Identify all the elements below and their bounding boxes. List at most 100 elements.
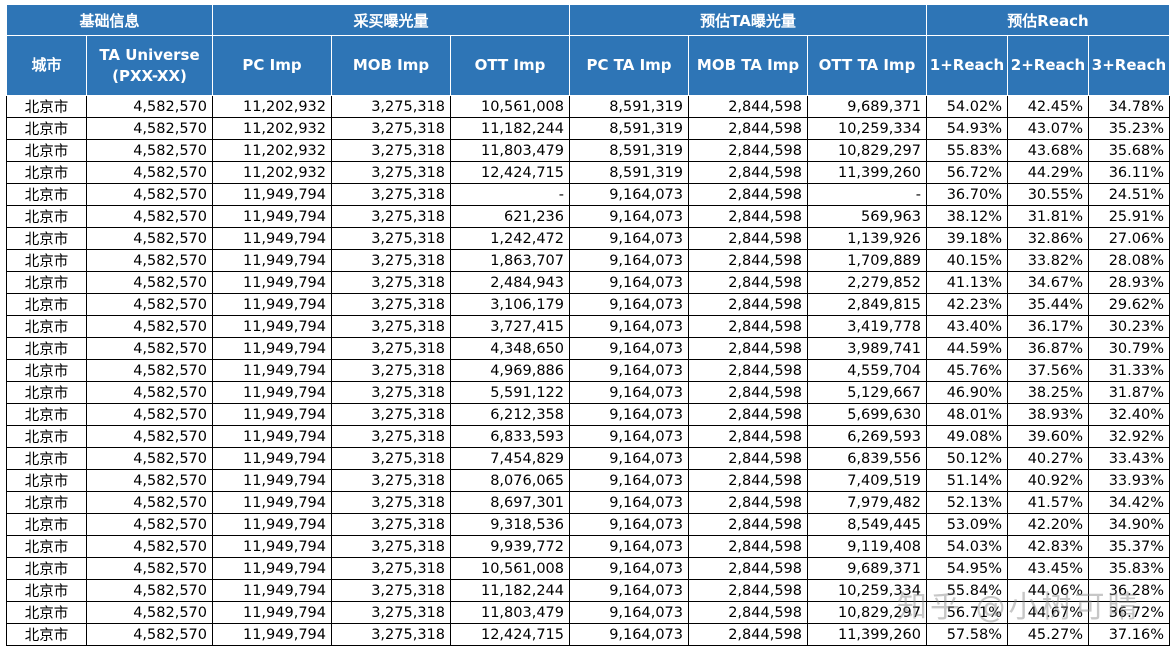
col-mob-ta-imp: MOB TA Imp	[688, 35, 808, 96]
cell-pc-ta-imp: 9,164,073	[569, 557, 689, 580]
cell-pc-imp: 11,949,794	[212, 469, 332, 492]
table-row: 北京市 4,582,570 11,949,794 3,275,318 6,833,593…	[6, 425, 1170, 448]
cell-reach-3plus: 34.90%	[1088, 513, 1170, 536]
table-row: 北京市 4,582,570 11,202,932 3,275,318 10,561,00…	[6, 95, 1170, 118]
cell-ott-imp: 2,484,943	[450, 271, 570, 294]
cell-mob-imp: 3,275,318	[331, 139, 451, 162]
cell-mob-imp: 3,275,318	[331, 337, 451, 360]
cell-ta-universe: 4,582,570	[86, 425, 213, 448]
cell-mob-ta-imp: 2,844,598	[688, 161, 808, 184]
table-row: 北京市 4,582,570 11,949,794 3,275,318 1,863,707…	[6, 249, 1170, 272]
cell-ott-imp: 9,318,536	[450, 513, 570, 536]
cell-mob-ta-imp: 2,844,598	[688, 403, 808, 426]
cell-ott-ta-imp: 5,129,667	[807, 381, 927, 404]
group-estimated-ta-impressions: 预估TA曝光量	[569, 4, 927, 36]
cell-mob-imp: 3,275,318	[331, 535, 451, 558]
cell-ott-imp: 11,803,479	[450, 601, 570, 624]
cell-reach-2plus: 42.45%	[1007, 95, 1089, 118]
cell-ta-universe: 4,582,570	[86, 227, 213, 250]
cell-reach-3plus: 35.83%	[1088, 557, 1170, 580]
cell-mob-ta-imp: 2,844,598	[688, 513, 808, 536]
cell-mob-ta-imp: 2,844,598	[688, 469, 808, 492]
cell-ott-ta-imp: 9,119,408	[807, 535, 927, 558]
cell-reach-1plus: 50.12%	[926, 447, 1008, 470]
cell-reach-2plus: 36.87%	[1007, 337, 1089, 360]
cell-reach-3plus: 31.33%	[1088, 359, 1170, 382]
cell-reach-3plus: 32.92%	[1088, 425, 1170, 448]
col-pc-ta-imp: PC TA Imp	[569, 35, 689, 96]
cell-ta-universe: 4,582,570	[86, 249, 213, 272]
table-row: 北京市 4,582,570 11,949,794 3,275,318 6,212,358…	[6, 403, 1170, 426]
cell-mob-imp: 3,275,318	[331, 447, 451, 470]
cell-ta-universe: 4,582,570	[86, 139, 213, 162]
cell-reach-1plus: 54.03%	[926, 535, 1008, 558]
cell-reach-1plus: 55.83%	[926, 139, 1008, 162]
cell-reach-2plus: 38.25%	[1007, 381, 1089, 404]
cell-reach-1plus: 39.18%	[926, 227, 1008, 250]
cell-ta-universe: 4,582,570	[86, 601, 213, 624]
cell-reach-2plus: 43.68%	[1007, 139, 1089, 162]
cell-pc-imp: 11,949,794	[212, 315, 332, 338]
cell-mob-ta-imp: 2,844,598	[688, 315, 808, 338]
cell-ott-imp: 10,561,008	[450, 95, 570, 118]
cell-pc-imp: 11,949,794	[212, 601, 332, 624]
cell-mob-ta-imp: 2,844,598	[688, 249, 808, 272]
cell-reach-2plus: 33.82%	[1007, 249, 1089, 272]
cell-reach-1plus: 40.15%	[926, 249, 1008, 272]
cell-ott-imp: 1,863,707	[450, 249, 570, 272]
cell-pc-ta-imp: 9,164,073	[569, 579, 689, 602]
cell-pc-ta-imp: 9,164,073	[569, 403, 689, 426]
table-row: 北京市 4,582,570 11,949,794 3,275,318 3,106,179…	[6, 293, 1170, 316]
cell-pc-imp: 11,949,794	[212, 293, 332, 316]
cell-pc-imp: 11,949,794	[212, 535, 332, 558]
cell-city: 北京市	[6, 315, 87, 338]
cell-city: 北京市	[6, 139, 87, 162]
cell-ta-universe: 4,582,570	[86, 205, 213, 228]
cell-reach-2plus: 34.67%	[1007, 271, 1089, 294]
cell-mob-ta-imp: 2,844,598	[688, 183, 808, 206]
col-pc-imp: PC Imp	[212, 35, 332, 96]
cell-reach-1plus: 42.23%	[926, 293, 1008, 316]
cell-reach-2plus: 36.17%	[1007, 315, 1089, 338]
cell-pc-imp: 11,949,794	[212, 205, 332, 228]
cell-mob-imp: 3,275,318	[331, 117, 451, 140]
cell-ott-ta-imp: 7,979,482	[807, 491, 927, 514]
cell-ott-ta-imp: 7,409,519	[807, 469, 927, 492]
cell-pc-ta-imp: 8,591,319	[569, 95, 689, 118]
cell-pc-ta-imp: 9,164,073	[569, 491, 689, 514]
cell-reach-2plus: 43.45%	[1007, 557, 1089, 580]
cell-ott-ta-imp: 5,699,630	[807, 403, 927, 426]
cell-mob-ta-imp: 2,844,598	[688, 139, 808, 162]
cell-ta-universe: 4,582,570	[86, 315, 213, 338]
cell-mob-ta-imp: 2,844,598	[688, 557, 808, 580]
cell-ott-imp: 7,454,829	[450, 447, 570, 470]
cell-pc-ta-imp: 9,164,073	[569, 227, 689, 250]
cell-city: 北京市	[6, 227, 87, 250]
cell-city: 北京市	[6, 557, 87, 580]
cell-ott-ta-imp: 6,839,556	[807, 447, 927, 470]
cell-pc-ta-imp: 9,164,073	[569, 183, 689, 206]
cell-city: 北京市	[6, 601, 87, 624]
table-row: 北京市 4,582,570 11,949,794 3,275,318 8,076,065…	[6, 469, 1170, 492]
cell-ott-imp: 11,182,244	[450, 579, 570, 602]
col-mob-imp: MOB Imp	[331, 35, 451, 96]
col-ta-universe: TA Universe (PXX-XX)	[86, 35, 213, 96]
cell-pc-ta-imp: 9,164,073	[569, 513, 689, 536]
cell-reach-2plus: 43.07%	[1007, 117, 1089, 140]
cell-reach-1plus: 38.12%	[926, 205, 1008, 228]
cell-mob-ta-imp: 2,844,598	[688, 205, 808, 228]
cell-pc-ta-imp: 8,591,319	[569, 139, 689, 162]
cell-ta-universe: 4,582,570	[86, 447, 213, 470]
cell-mob-ta-imp: 2,844,598	[688, 117, 808, 140]
cell-mob-imp: 3,275,318	[331, 403, 451, 426]
cell-city: 北京市	[6, 513, 87, 536]
cell-ott-imp: 621,236	[450, 205, 570, 228]
cell-reach-3plus: 28.08%	[1088, 249, 1170, 272]
cell-reach-2plus: 42.83%	[1007, 535, 1089, 558]
cell-pc-imp: 11,949,794	[212, 579, 332, 602]
cell-mob-ta-imp: 2,844,598	[688, 359, 808, 382]
table-row: 北京市 4,582,570 11,949,794 3,275,318 11,803,47…	[6, 601, 1170, 624]
cell-ott-imp: 3,727,415	[450, 315, 570, 338]
cell-reach-2plus: 44.67%	[1007, 601, 1089, 624]
cell-mob-imp: 3,275,318	[331, 205, 451, 228]
